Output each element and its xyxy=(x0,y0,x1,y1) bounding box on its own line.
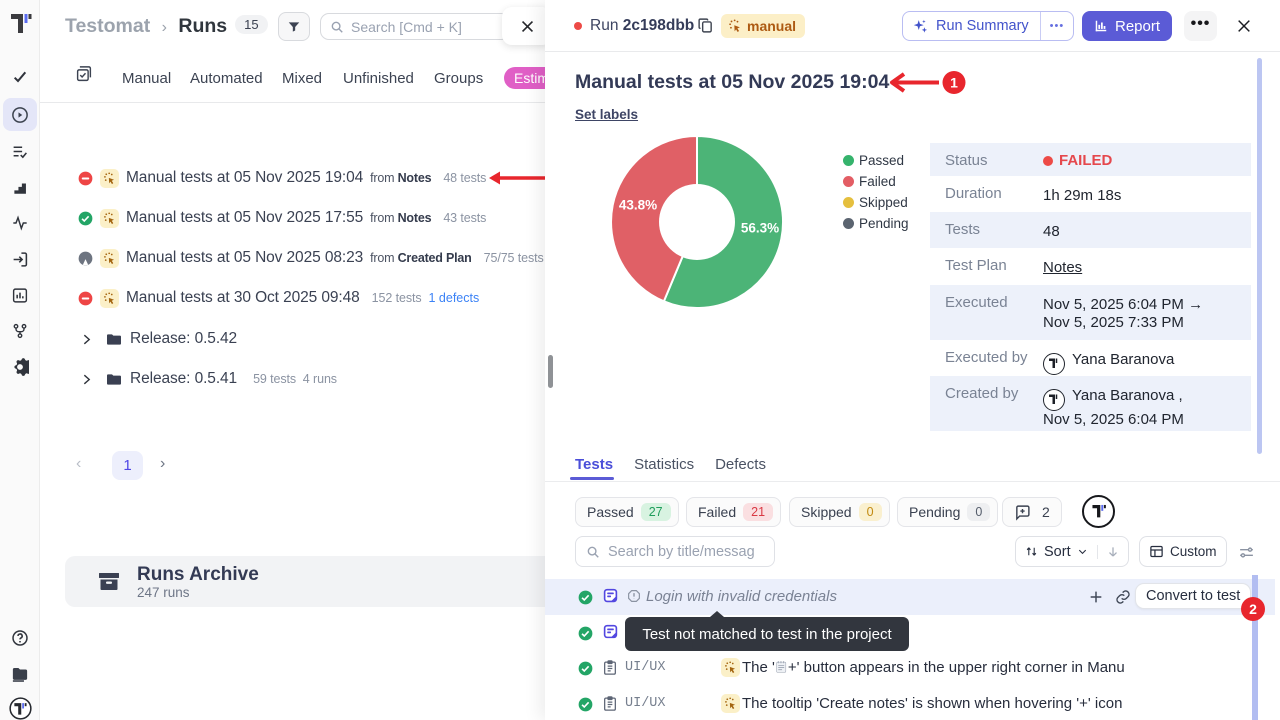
svg-text:1: 1 xyxy=(950,75,958,91)
svg-text:43.8%: 43.8% xyxy=(619,198,657,213)
svg-text:56.3%: 56.3% xyxy=(741,221,779,236)
